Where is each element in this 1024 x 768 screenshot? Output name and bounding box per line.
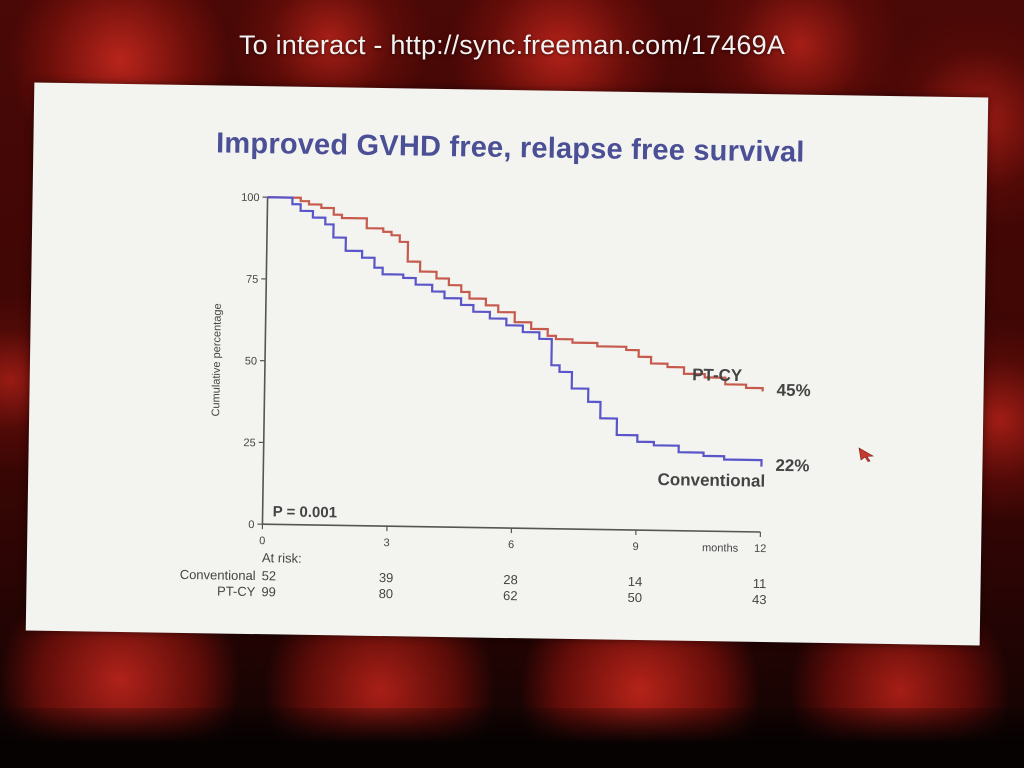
- at-risk-value: 28: [503, 572, 518, 587]
- series-label-pt-cy: PT-CY: [692, 365, 743, 385]
- presentation-slide: Improved GVHD free, relapse free surviva…: [25, 82, 989, 646]
- y-axis-label: Cumulative percentage: [210, 303, 224, 416]
- y-tick-label: 50: [245, 355, 257, 367]
- at-risk-label: At risk:: [262, 550, 302, 566]
- end-label-pt-cy: 45%: [776, 381, 810, 401]
- at-risk-value: 11: [753, 576, 767, 591]
- interact-banner: To interact - http://sync.freeman.com/17…: [238, 30, 786, 60]
- y-tick-label: 0: [248, 519, 254, 531]
- x-tick-label: 6: [508, 539, 514, 551]
- y-tick-label: 75: [246, 274, 258, 286]
- bottom-shadow: [0, 708, 1024, 768]
- y-tick-label: 100: [241, 192, 260, 204]
- series-line-conventional: [267, 196, 763, 467]
- at-risk-value: 62: [503, 588, 518, 603]
- series-label-conventional: Conventional: [657, 470, 765, 491]
- x-axis-label: months: [702, 542, 739, 555]
- series-line-pt-cy: [267, 196, 764, 392]
- at-risk-value: 14: [628, 574, 643, 589]
- end-label-conventional: 22%: [775, 456, 809, 476]
- at-risk-value: 43: [752, 592, 767, 607]
- x-tick-label: 0: [259, 535, 265, 547]
- at-risk-value: 52: [262, 568, 277, 583]
- x-tick-label: 9: [632, 541, 638, 553]
- y-tick-label: 25: [243, 437, 255, 449]
- pointer-arrow-icon: [858, 447, 874, 462]
- at-risk-row-name: PT-CY: [217, 583, 256, 599]
- at-risk-value: 39: [379, 570, 394, 585]
- at-risk-value: 80: [379, 586, 394, 601]
- at-risk-value: 99: [261, 584, 276, 599]
- x-tick-label: 12: [754, 543, 766, 555]
- survival-chart: 0 25 50 75 100 0 3 6 9 12 months Cumulative percent…: [180, 192, 811, 607]
- at-risk-row-name: Conventional: [180, 567, 256, 583]
- x-tick-label: 3: [384, 537, 390, 549]
- at-risk-value: 50: [627, 590, 642, 605]
- p-value: P = 0.001: [273, 503, 338, 521]
